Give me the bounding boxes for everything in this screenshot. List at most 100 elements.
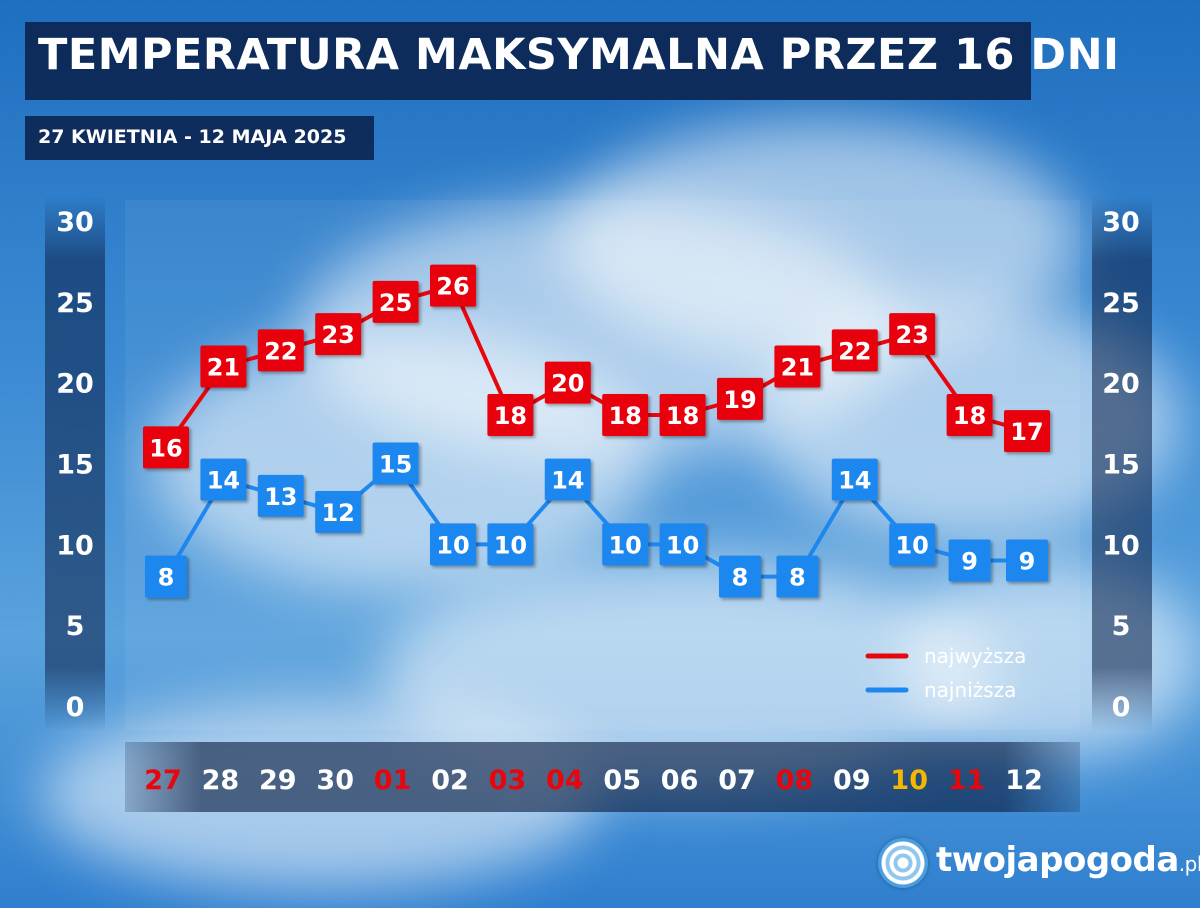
data-label-high: 23 [895,321,928,349]
x-axis: 27 28 29 30 01 02 03 04 05 06 07 08 09 10 11 12 [144,765,1043,796]
data-point-high [200,345,247,388]
data-point-low [487,523,534,566]
data-label-low: 10 [895,531,928,559]
date-range-subtitle: 27 KWIETNIA - 12 MAJA 2025 [38,126,347,148]
data-point-low [659,523,706,566]
data-label-high: 21 [781,354,814,382]
data-label-low: 14 [207,467,240,495]
data-label-low: 12 [321,499,354,527]
data-point-low [1006,539,1048,582]
data-label-low: 14 [838,467,871,495]
x-tick-label: 07 [718,765,756,796]
date-axis-strip [125,742,1080,812]
legend-label-high: najwyższa [924,644,1026,668]
data-point-low [200,458,247,501]
x-tick-label: 04 [546,765,584,796]
data-label-high: 26 [436,273,469,301]
series-points: 16 21 22 23 25 26 18 20 18 18 19 21 22 23 18 17 8 14 13 12 1… [143,264,1050,598]
series-line-low [164,461,1029,579]
y-tick-label-right: 15 [1102,450,1140,481]
data-label-high: 16 [149,434,182,462]
x-tick-label: 01 [374,765,412,796]
y-tick-label-right: 10 [1102,530,1140,561]
data-label-low: 9 [1019,548,1036,576]
data-point-low [257,474,304,517]
x-tick-label: 12 [1005,765,1043,796]
data-point-high [430,264,476,307]
x-tick-label: 09 [833,765,871,796]
data-label-high: 25 [379,289,412,317]
data-point-high [659,394,706,436]
data-point-high [372,280,419,323]
x-tick-label: 11 [948,765,986,796]
data-label-low: 10 [608,531,641,559]
x-tick-label: 08 [776,765,814,796]
x-tick-label: 03 [489,765,527,796]
y-axis-left: 0 5 10 15 20 25 30 [56,207,94,723]
logo-name: twojapogoda [936,840,1179,880]
x-tick-label: 29 [259,765,297,796]
data-label-low: 14 [551,467,584,495]
data-point-high [889,313,936,356]
series-lines [164,283,1029,579]
subtitle-banner [25,116,374,160]
data-point-low [889,523,936,566]
data-point-low [776,555,819,598]
data-point-high [143,426,189,469]
data-point-low [430,523,476,566]
logo-suffix: .pl [1178,852,1200,876]
legend: najwyższa najniższa [865,644,1026,702]
data-point-low [831,458,878,501]
x-tick-label: 05 [603,765,641,796]
x-tick-label: 30 [316,765,354,796]
data-point-high [257,329,304,372]
data-label-high: 20 [551,370,584,398]
data-label-high: 22 [838,337,871,365]
data-point-low [544,458,591,501]
y-tick-label-left: 0 [66,692,85,723]
x-tick-label: 06 [661,765,699,796]
right-axis-strip [1092,196,1152,731]
data-point-high [946,394,993,436]
data-label-low: 8 [732,564,749,592]
data-point-low [602,523,649,566]
data-point-high [831,329,878,372]
data-label-low: 8 [789,564,806,592]
y-axis-right: 0 5 10 15 20 25 30 [1102,207,1140,723]
y-tick-label-left: 30 [56,207,94,238]
data-point-low [315,491,362,533]
data-point-high [1004,410,1050,453]
data-label-high: 17 [1010,418,1043,446]
y-tick-label-left: 25 [56,288,94,319]
data-point-high [544,361,591,404]
y-tick-label-left: 20 [56,369,94,400]
y-tick-label-right: 5 [1112,611,1131,642]
data-label-low: 10 [666,531,699,559]
title-banner [25,22,1031,100]
data-label-high: 18 [666,402,699,430]
data-label-high: 23 [321,321,354,349]
y-tick-label-right: 20 [1102,369,1140,400]
data-label-high: 19 [723,386,756,414]
data-point-high [315,313,362,356]
logo-text: twojapogoda.pl [936,840,1200,880]
data-label-high: 22 [264,337,297,365]
x-tick-label: 27 [144,765,182,796]
data-point-low [145,555,187,598]
data-label-high: 18 [953,402,986,430]
legend-label-low: najniższa [924,678,1016,702]
data-label-high: 18 [608,402,641,430]
x-tick-label: 28 [202,765,240,796]
data-point-high [487,394,534,436]
data-point-high [774,345,821,388]
data-point-high [602,394,649,436]
data-label-low: 10 [494,531,527,559]
data-label-low: 10 [436,531,469,559]
data-label-low: 8 [158,564,175,592]
x-tick-label: 10 [890,765,928,796]
brand-logo[interactable]: twojapogoda.pl [878,838,1200,890]
y-tick-label-right: 0 [1112,692,1131,723]
y-tick-label-left: 10 [56,530,94,561]
page-title: TEMPERATURA MAKSYMALNA PRZEZ 16 DNI [38,30,1120,80]
